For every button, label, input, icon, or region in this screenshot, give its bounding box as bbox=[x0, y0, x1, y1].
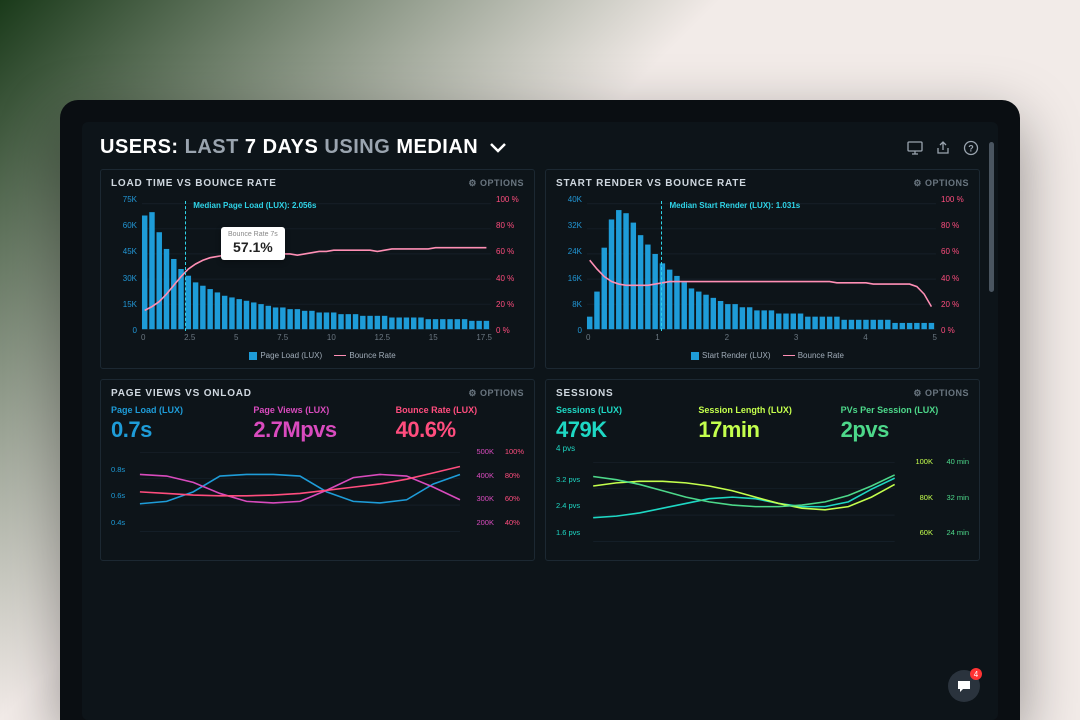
legend: Start Render (LUX) Bounce Rate bbox=[556, 351, 969, 360]
panel-sessions: SESSIONS OPTIONS Sessions (LUX)479K4 pvs… bbox=[545, 379, 980, 561]
options-button[interactable]: OPTIONS bbox=[913, 178, 969, 189]
chevron-down-icon[interactable] bbox=[490, 136, 506, 159]
y-axis-right: 100 %80 %60 %40 %20 %0 % bbox=[941, 195, 969, 335]
page-title[interactable]: USERS: LAST 7 DAYS USING MEDIAN bbox=[100, 136, 506, 159]
metric-label: Session Length (LUX) bbox=[698, 405, 826, 415]
x-axis: 02.557.51012.51517.5 bbox=[141, 333, 492, 342]
panel-start-render: START RENDER VS BOUNCE RATE OPTIONS 40K3… bbox=[545, 169, 980, 369]
panel-load-time: LOAD TIME VS BOUNCE RATE OPTIONS 75K60K4… bbox=[100, 169, 535, 369]
chart-pageviews: 0.8s0.6s0.4s 500K400K300K200K 100%80%60%… bbox=[111, 447, 524, 542]
chart-sessions: 3.2 pvs2.4 pvs1.6 pvs 100K80K60K 40 min3… bbox=[556, 457, 969, 552]
metric-value: 0.7s bbox=[111, 417, 239, 443]
metric-label: Page Load (LUX) bbox=[111, 405, 239, 415]
y-axis-right: 100 %80 %60 %40 %20 %0 % bbox=[496, 195, 524, 335]
metrics-row: Page Load (LUX) 0.7s Page Views (LUX) 2.7Mp… bbox=[111, 405, 524, 443]
page-header: USERS: LAST 7 DAYS USING MEDIAN ? bbox=[100, 136, 980, 159]
panel-title: PAGE VIEWS VS ONLOAD bbox=[111, 388, 252, 399]
chart-load-time: 75K60K45K30K15K0 100 %80 %60 %40 %20 %0 … bbox=[111, 195, 524, 360]
median-label: Median Start Render (LUX): 1.031s bbox=[669, 201, 800, 210]
metric-value: 2pvs bbox=[841, 417, 969, 443]
chat-badge: 4 bbox=[970, 668, 982, 680]
dashboard-screen: USERS: LAST 7 DAYS USING MEDIAN ? LOAD T… bbox=[82, 122, 998, 720]
laptop-frame: USERS: LAST 7 DAYS USING MEDIAN ? LOAD T… bbox=[60, 100, 1020, 720]
panel-title: LOAD TIME VS BOUNCE RATE bbox=[111, 178, 277, 189]
scrollbar[interactable] bbox=[989, 142, 994, 292]
median-line bbox=[661, 201, 662, 331]
svg-text:?: ? bbox=[968, 143, 974, 153]
y-axis-left: 75K60K45K30K15K0 bbox=[111, 195, 137, 335]
median-line bbox=[185, 201, 186, 331]
metric-value: 40.6% bbox=[396, 417, 524, 443]
chart-start-render: 40K32K24K16K8K0 100 %80 %60 %40 %20 %0 %… bbox=[556, 195, 969, 360]
panel-grid: LOAD TIME VS BOUNCE RATE OPTIONS 75K60K4… bbox=[100, 169, 980, 561]
panel-title: START RENDER VS BOUNCE RATE bbox=[556, 178, 747, 189]
metric-label: PVs Per Session (LUX) bbox=[841, 405, 969, 415]
panel-pageviews: PAGE VIEWS VS ONLOAD OPTIONS Page Load (… bbox=[100, 379, 535, 561]
metric-value: 17min bbox=[698, 417, 826, 443]
header-actions: ? bbox=[906, 139, 980, 157]
x-axis: 012345 bbox=[586, 333, 937, 342]
monitor-icon[interactable] bbox=[906, 139, 924, 157]
y-axis-left: 40K32K24K16K8K0 bbox=[556, 195, 582, 335]
options-button[interactable]: OPTIONS bbox=[468, 178, 524, 189]
chat-button[interactable]: 4 bbox=[948, 670, 980, 702]
metrics-row: Sessions (LUX)479K4 pvsSession Length (L… bbox=[556, 405, 969, 453]
tooltip: Bounce Rate 7s 57.1% bbox=[221, 227, 285, 260]
share-icon[interactable] bbox=[934, 139, 952, 157]
legend: Page Load (LUX) Bounce Rate bbox=[111, 351, 524, 360]
metric-label: Sessions (LUX) bbox=[556, 405, 684, 415]
median-label: Median Page Load (LUX): 2.056s bbox=[193, 201, 316, 210]
help-icon[interactable]: ? bbox=[962, 139, 980, 157]
metric-label: Bounce Rate (LUX) bbox=[396, 405, 524, 415]
options-button[interactable]: OPTIONS bbox=[913, 388, 969, 399]
metric-value: 2.7Mpvs bbox=[253, 417, 381, 443]
options-button[interactable]: OPTIONS bbox=[468, 388, 524, 399]
metric-label: Page Views (LUX) bbox=[253, 405, 381, 415]
metric-value: 479K bbox=[556, 417, 684, 443]
panel-title: SESSIONS bbox=[556, 388, 614, 399]
